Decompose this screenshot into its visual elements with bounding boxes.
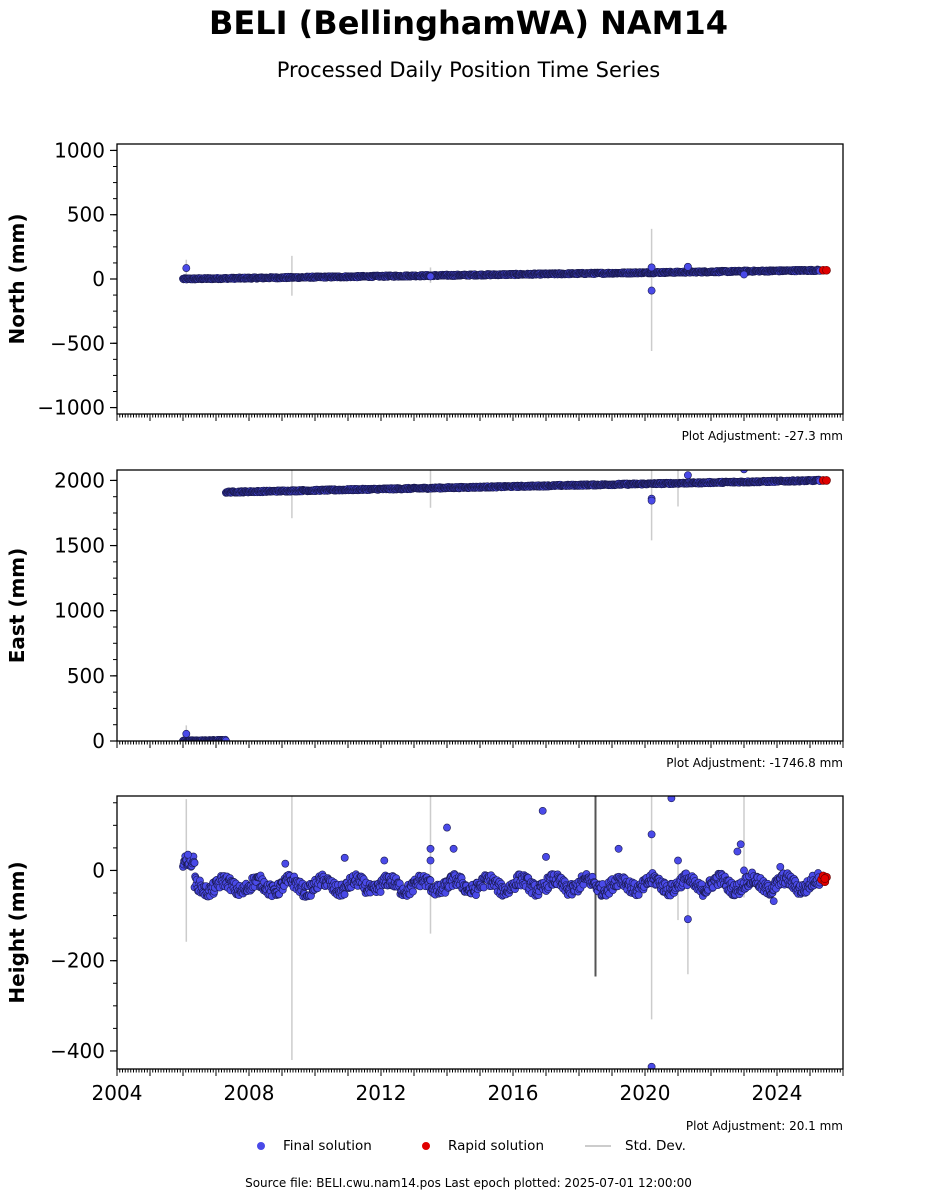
final-outlier-point: [684, 471, 692, 480]
final-outlier-point: [449, 844, 458, 853]
legend-final: Final solution: [257, 1138, 372, 1154]
final-outlier-point: [674, 856, 682, 865]
final-point: [426, 876, 435, 885]
plot-area: [179, 470, 831, 741]
y-tick-label: 1000: [54, 599, 105, 623]
final-outlier-point: [426, 856, 435, 865]
final-outlier-point: [647, 263, 656, 272]
legend-rapid: Rapid solution: [422, 1138, 544, 1154]
final-outlier-point: [740, 270, 748, 279]
plot-area: [179, 228, 831, 351]
y-tick-label: 0: [92, 267, 105, 291]
final-outlier-point: [647, 286, 656, 295]
y-tick-label: −400: [50, 1039, 105, 1063]
final-outlier-point: [647, 496, 656, 505]
y-tick-label: 500: [67, 203, 105, 227]
x-tick-label: 2012: [356, 1081, 407, 1105]
y-axis-label: Height (mm): [5, 861, 29, 1003]
legend-final-label: Final solution: [283, 1138, 372, 1154]
final-outlier-point: [614, 844, 623, 853]
final-outlier-point: [182, 729, 191, 738]
y-tick-label: 0: [92, 858, 105, 882]
y-tick-label: 2000: [54, 468, 105, 492]
y-tick-label: 0: [92, 729, 105, 753]
y-axis-label: East (mm): [5, 548, 29, 664]
final-outlier-point: [740, 866, 748, 875]
panel-1: −1000 −500 0 500 1000 North (mm) Plot Adjustme…: [5, 138, 844, 443]
y-tick-label: −1000: [37, 396, 105, 420]
final-solution-marker-icon: [257, 1142, 265, 1150]
chart-title: BELI (BellinghamWA) NAM14: [208, 4, 729, 42]
plot-adjustment-label: Plot Adjustment: -27.3 mm: [682, 429, 843, 443]
final-outlier-point: [740, 470, 748, 474]
y-tick-label: 1500: [54, 534, 105, 558]
final-outlier-point: [182, 264, 191, 272]
final-point: [340, 890, 349, 899]
final-outlier-point: [684, 262, 692, 271]
panel-3: −400 −200 0 2004 2008 2012 2016 2020 2024 Height …: [5, 795, 844, 1133]
plot-frame: [116, 795, 844, 1070]
source-footer: Source file: BELI.cwu.nam14.pos Last epo…: [245, 1176, 692, 1190]
rapid-point: [820, 874, 830, 883]
stddev-line-icon: [585, 1145, 611, 1147]
final-outlier-point: [736, 840, 745, 849]
rapid-point: [822, 265, 831, 275]
final-outlier-point: [538, 806, 547, 815]
final-outlier-point: [647, 1062, 656, 1069]
final-point: [190, 858, 199, 867]
rapid-solution-marker-icon: [422, 1142, 430, 1150]
y-axis-label: North (mm): [5, 213, 29, 344]
y-tick-label: −500: [50, 331, 105, 355]
final-point: [376, 888, 385, 896]
final-outlier-point: [426, 272, 435, 281]
x-tick-label: 2016: [488, 1081, 539, 1105]
final-outlier-point: [667, 796, 676, 803]
final-outlier-point: [542, 853, 550, 861]
x-tick-label: 2004: [92, 1081, 143, 1105]
plot-frame: [116, 469, 844, 742]
x-tick-label: 2020: [620, 1081, 671, 1105]
final-outlier-point: [769, 897, 778, 906]
final-outlier-point: [340, 853, 349, 862]
legend-rapid-label: Rapid solution: [448, 1138, 544, 1154]
final-outlier-point: [184, 850, 192, 859]
y-tick-label: 1000: [54, 138, 105, 162]
x-tick-label: 2008: [224, 1081, 275, 1105]
legend: Final solution Rapid solution Std. Dev.: [0, 1138, 937, 1158]
plot-adjustment-label: Plot Adjustment: 20.1 mm: [686, 1119, 843, 1133]
legend-stddev: Std. Dev.: [585, 1138, 686, 1154]
final-outlier-point: [426, 844, 435, 853]
final-outlier-point: [733, 847, 742, 856]
plot-adjustment-label: Plot Adjustment: -1746.8 mm: [666, 756, 843, 770]
panel-2: 0 500 1000 1500 2000 East (mm) Plot Adjustment…: [5, 468, 844, 770]
final-outlier-point: [443, 823, 451, 832]
chart-subtitle: Processed Daily Position Time Series: [276, 58, 661, 82]
x-tick-label: 2024: [752, 1081, 803, 1105]
final-outlier-point: [684, 915, 692, 924]
final-outlier-point: [380, 856, 389, 865]
final-outlier-point: [647, 830, 656, 839]
final-outlier-point: [281, 859, 290, 868]
rapid-point: [822, 476, 831, 485]
legend-stddev-label: Std. Dev.: [625, 1138, 686, 1154]
final-outlier-point: [776, 862, 785, 871]
plot-area: [179, 796, 831, 1069]
final-point: [409, 887, 417, 896]
y-tick-label: 500: [67, 664, 105, 688]
y-tick-label: −200: [50, 949, 105, 973]
